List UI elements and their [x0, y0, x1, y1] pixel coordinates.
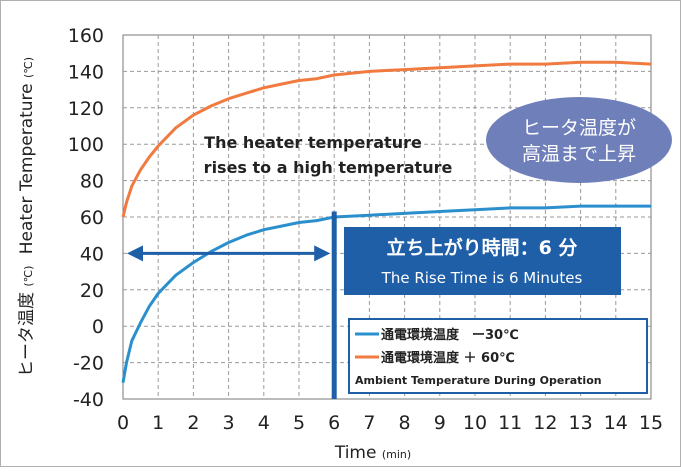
x-axis-label-text: Time [334, 443, 377, 463]
y-axis-label-en-unit: (℃) [22, 57, 35, 78]
y-tick-label: -20 [73, 353, 104, 375]
x-tick-label: 4 [258, 412, 270, 434]
x-tick-label: 6 [328, 412, 340, 434]
rise-time-box [344, 227, 621, 295]
x-tick-label: 13 [569, 412, 593, 434]
x-tick-label: 14 [604, 412, 628, 434]
legend-caption: Ambient Temperature During Operation [355, 374, 602, 387]
y-tick-label: 140 [68, 61, 104, 83]
x-axis-label: Time (min) [334, 443, 411, 463]
heater-bubble [486, 97, 672, 183]
heater-rise-text-line2: rises to a high temperature [204, 158, 453, 177]
x-tick-label: 11 [498, 412, 522, 434]
bubble-text-line2: 高温まで上昇 [522, 143, 636, 165]
x-tick-label: 12 [533, 412, 557, 434]
x-tick-label: 3 [223, 412, 235, 434]
x-tick-label: 7 [363, 412, 375, 434]
y-tick-label: 160 [68, 25, 104, 47]
x-tick-labels: 0 1 2 3 4 5 6 7 8 9 10 11 12 13 14 15 [117, 412, 663, 434]
series-layer [121, 60, 652, 383]
x-tick-label: 0 [117, 412, 129, 434]
rise-time-marker [127, 211, 337, 399]
legend-entry-hot: 通電環境温度 ＋ 60℃ [381, 350, 515, 366]
y-tick-label: 40 [80, 243, 104, 265]
x-tick-label: 8 [399, 412, 411, 434]
series-line-hot [121, 60, 652, 218]
y-tick-label: 100 [68, 134, 104, 156]
y-tick-labels: -40 -20 0 20 40 60 80 100 120 140 160 [68, 25, 104, 411]
bubble-text-line1: ヒータ温度が [522, 117, 636, 139]
y-tick-label: 60 [80, 207, 104, 229]
y-tick-label: 120 [68, 98, 104, 120]
x-tick-label: 9 [434, 412, 446, 434]
legend-entry-cold: 通電環境温度 ー30℃ [381, 327, 519, 343]
rise-time-text-en: The Rise Time is 6 Minutes [381, 269, 583, 287]
rise-time-text-jp: 立ち上がり時間：6 分 [387, 236, 578, 259]
x-tick-label: 15 [639, 412, 663, 434]
y-tick-label: 20 [80, 280, 104, 302]
y-axis-label-jp: ヒータ温度 [17, 292, 37, 377]
arrow-head-left [127, 245, 143, 262]
series-line-cold [121, 204, 651, 383]
x-tick-label: 5 [293, 412, 305, 434]
y-axis-label: ヒータ温度 (℃) Heater Temperature (℃) [17, 57, 37, 377]
legend-box [348, 318, 648, 394]
x-tick-label: 10 [463, 412, 487, 434]
y-tick-label: 0 [92, 316, 104, 338]
x-tick-label: 2 [187, 412, 199, 434]
x-axis-label-unit: (min) [382, 448, 411, 461]
y-axis-label-jp-unit: (℃) [22, 266, 35, 287]
y-tick-label: 80 [80, 171, 104, 193]
arrow-head-right [314, 245, 331, 262]
y-axis-label-en: Heater Temperature [17, 83, 37, 254]
y-tick-label: -40 [73, 389, 104, 411]
heater-rise-text-line1: The heater temperature [204, 133, 422, 152]
x-tick-label: 1 [152, 412, 164, 434]
legend: 通電環境温度 ー30℃ 通電環境温度 ＋ 60℃ Ambient Tempera… [348, 318, 648, 394]
